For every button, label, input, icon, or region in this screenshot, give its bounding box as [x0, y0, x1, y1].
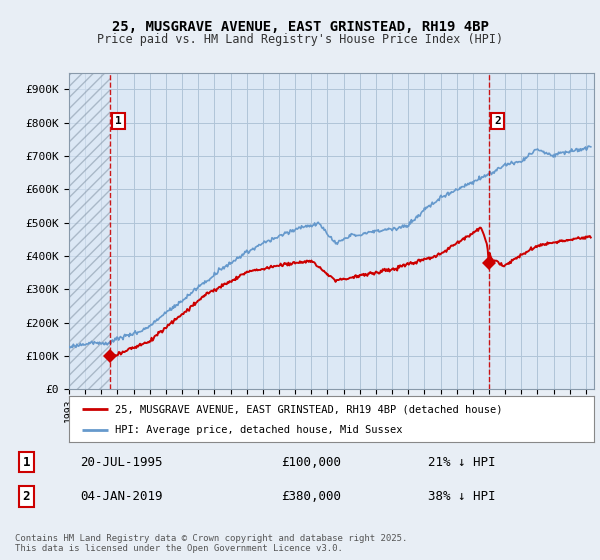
- Text: £100,000: £100,000: [281, 456, 341, 469]
- Text: 1: 1: [115, 116, 122, 126]
- Polygon shape: [69, 73, 110, 389]
- Text: Contains HM Land Registry data © Crown copyright and database right 2025.
This d: Contains HM Land Registry data © Crown c…: [15, 534, 407, 553]
- Text: 2: 2: [23, 490, 30, 503]
- Text: 1: 1: [23, 456, 30, 469]
- Text: 20-JUL-1995: 20-JUL-1995: [80, 456, 163, 469]
- Text: 38% ↓ HPI: 38% ↓ HPI: [428, 490, 495, 503]
- Text: 25, MUSGRAVE AVENUE, EAST GRINSTEAD, RH19 4BP: 25, MUSGRAVE AVENUE, EAST GRINSTEAD, RH1…: [112, 20, 488, 34]
- Text: 04-JAN-2019: 04-JAN-2019: [80, 490, 163, 503]
- Text: 2: 2: [494, 116, 501, 126]
- Text: 21% ↓ HPI: 21% ↓ HPI: [428, 456, 495, 469]
- Text: HPI: Average price, detached house, Mid Sussex: HPI: Average price, detached house, Mid …: [115, 424, 403, 435]
- Text: 25, MUSGRAVE AVENUE, EAST GRINSTEAD, RH19 4BP (detached house): 25, MUSGRAVE AVENUE, EAST GRINSTEAD, RH1…: [115, 404, 503, 414]
- Text: £380,000: £380,000: [281, 490, 341, 503]
- Text: Price paid vs. HM Land Registry's House Price Index (HPI): Price paid vs. HM Land Registry's House …: [97, 32, 503, 46]
